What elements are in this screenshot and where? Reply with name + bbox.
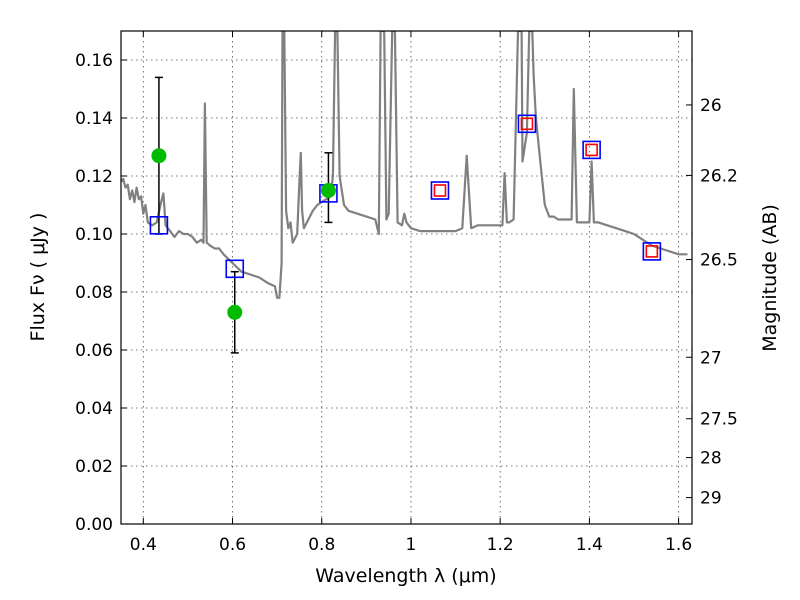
observed-photometry-point xyxy=(227,304,243,320)
y-tick-label: 0.08 xyxy=(75,283,113,303)
y-axis-label: Flux Fν ( μJy ) xyxy=(27,213,49,342)
x-tick-label: 1.2 xyxy=(487,535,514,555)
y-tick-label: 0.16 xyxy=(75,51,113,71)
y-tick-label: 0.02 xyxy=(75,457,113,477)
x-tick-label: 0.4 xyxy=(130,535,157,555)
y-axis-ticks: 0.00 0.02 0.04 0.06 0.08 0.10 0.12 0.14 0.16 xyxy=(75,51,127,535)
observed-upper-square xyxy=(433,184,447,197)
grid-lines xyxy=(121,31,692,524)
observed-upper-square xyxy=(585,143,598,157)
right-tick-label: 27 xyxy=(700,348,722,368)
series-layer xyxy=(121,31,688,354)
plot-frame xyxy=(120,30,693,525)
observed-upper-square xyxy=(520,117,534,131)
x-tick-label: 1 xyxy=(406,535,417,555)
x-axis-ticks: 0.4 0.6 0.8 1 1.2 1.4 1.6 xyxy=(130,31,692,555)
y-tick-label: 0.10 xyxy=(75,225,113,245)
model-photometry-square xyxy=(430,181,450,200)
y-tick-label: 0.06 xyxy=(75,341,113,361)
right-tick-label: 27.5 xyxy=(700,410,738,430)
right-tick-label: 26.2 xyxy=(700,166,738,186)
model-photometry-square xyxy=(582,140,601,160)
x-tick-label: 0.8 xyxy=(308,535,335,555)
right-tick-label: 26 xyxy=(700,96,722,116)
x-tick-label: 1.4 xyxy=(576,535,603,555)
right-tick-label: 26.5 xyxy=(700,251,738,271)
x-axis-label: Wavelength λ (μm) xyxy=(315,565,496,587)
model-photometry-square xyxy=(225,259,245,279)
x-tick-label: 1.6 xyxy=(665,535,692,555)
x-tick-label: 0.6 xyxy=(219,535,246,555)
y-tick-label: 0.14 xyxy=(75,109,113,129)
right-axis-ticks: 26 26.2 26.5 27 27.5 28 29 xyxy=(686,96,738,509)
y-tick-label: 0.12 xyxy=(75,167,113,187)
model-photometry-square xyxy=(149,216,169,235)
plot-area xyxy=(121,31,692,524)
model-photometry-square xyxy=(517,114,537,134)
y-tick-label: 0.00 xyxy=(75,515,113,535)
right-tick-label: 29 xyxy=(700,489,722,509)
observed-photometry-point xyxy=(320,183,336,198)
sed-model-line xyxy=(121,31,688,299)
observed-photometry-point xyxy=(151,148,167,164)
right-axis-label: Magnitude (AB) xyxy=(759,204,781,352)
model-photometry-square xyxy=(642,242,662,261)
observed-upper-square xyxy=(645,245,659,258)
y-tick-label: 0.04 xyxy=(75,399,113,419)
right-tick-label: 28 xyxy=(700,449,722,469)
